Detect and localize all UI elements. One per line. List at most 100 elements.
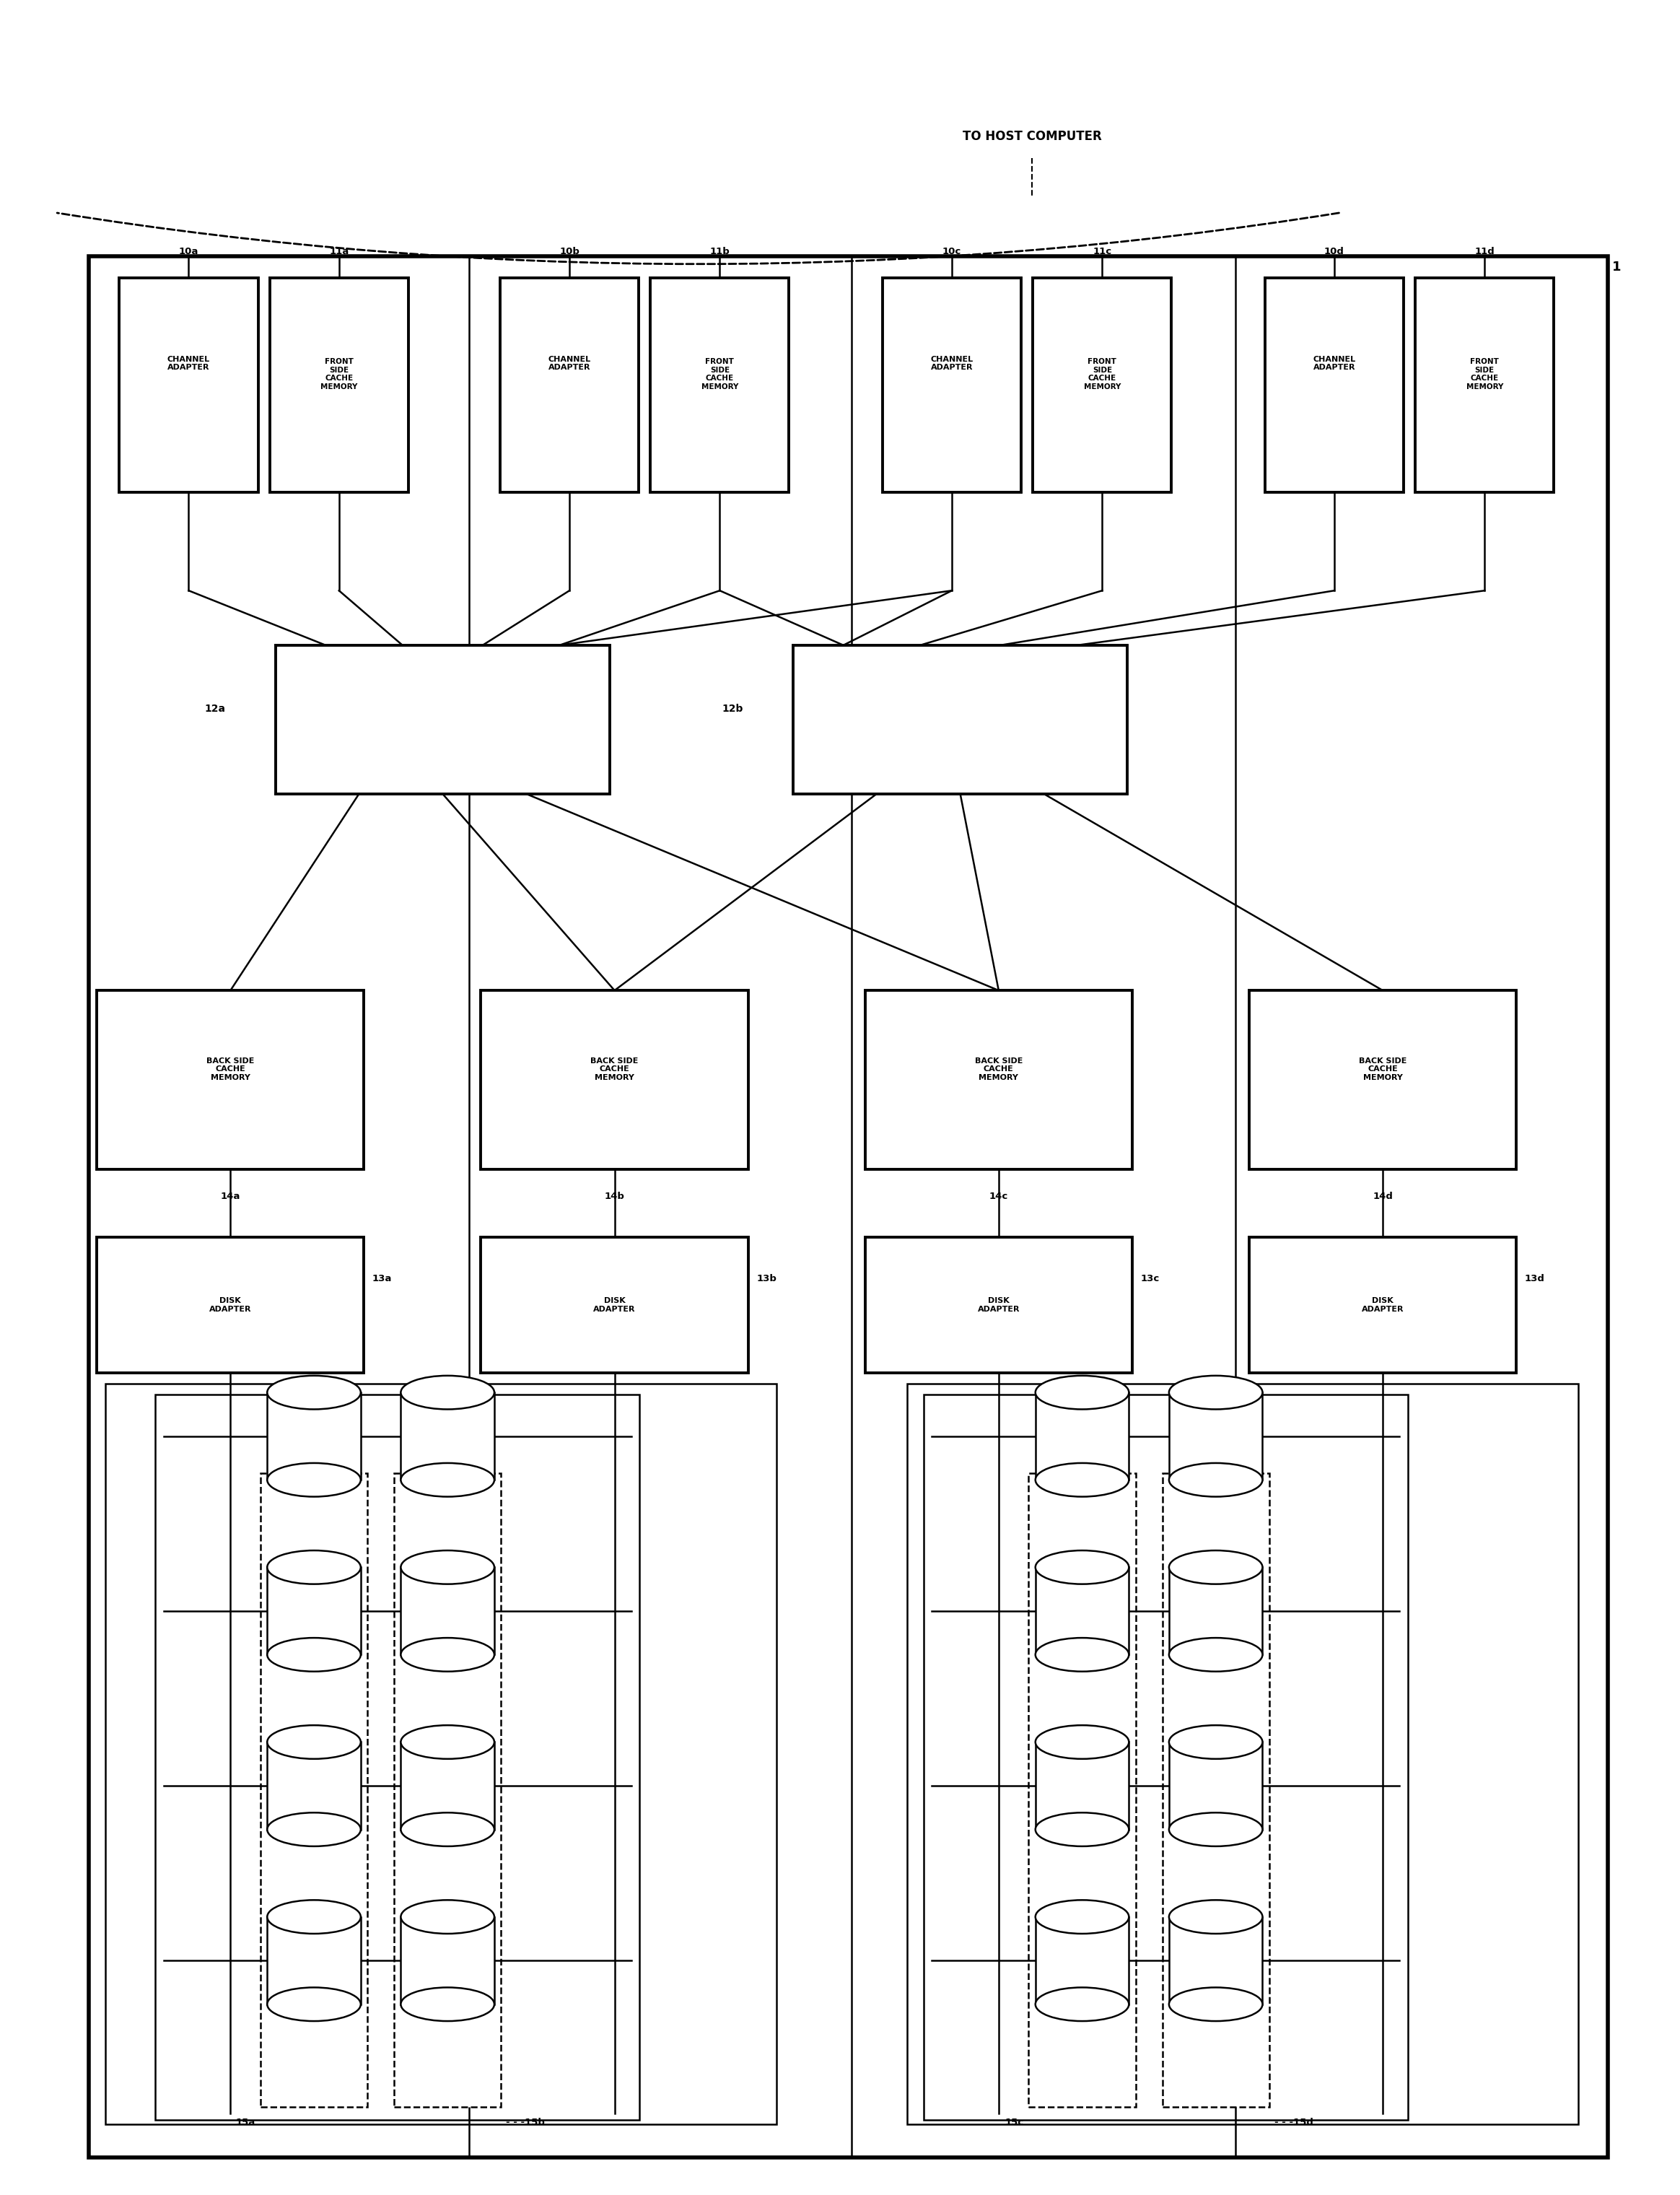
Text: 11a: 11a (329, 246, 349, 257)
Ellipse shape (402, 1637, 494, 1673)
Ellipse shape (1169, 1813, 1262, 1846)
Bar (480, 990, 748, 1170)
Text: BACK SIDE
CACHE
MEMORY: BACK SIDE CACHE MEMORY (591, 1058, 638, 1082)
Ellipse shape (1035, 1813, 1129, 1846)
Text: 12a: 12a (205, 705, 225, 713)
Text: 1: 1 (1613, 261, 1621, 274)
Bar (865, 1238, 1132, 1372)
Text: BACK SIDE
CACHE
MEMORY: BACK SIDE CACHE MEMORY (974, 1058, 1023, 1082)
Text: 14a: 14a (220, 1192, 240, 1201)
Text: 15a: 15a (235, 2118, 255, 2127)
Text: 13a: 13a (373, 1273, 391, 1284)
Ellipse shape (402, 1813, 494, 1846)
Bar (480, 1238, 748, 1372)
Ellipse shape (1169, 1901, 1262, 1934)
Ellipse shape (267, 1550, 361, 1585)
Ellipse shape (402, 1550, 494, 1585)
Text: FRONT
SIDE
CACHE
MEMORY: FRONT SIDE CACHE MEMORY (701, 358, 738, 391)
Text: 12b: 12b (722, 705, 743, 713)
Bar (1265, 279, 1403, 492)
Bar (1035, 1743, 1129, 1828)
Ellipse shape (267, 1986, 361, 2022)
Bar (924, 1394, 1408, 2120)
Text: 13b: 13b (756, 1273, 776, 1284)
Bar (1169, 1916, 1262, 2004)
Bar (1163, 1473, 1268, 2107)
Text: 13c: 13c (1141, 1273, 1159, 1284)
Text: 14c: 14c (990, 1192, 1008, 1201)
Ellipse shape (1169, 1986, 1262, 2022)
Bar (1035, 1567, 1129, 1655)
Text: TO HOST COMPUTER: TO HOST COMPUTER (963, 130, 1102, 143)
Bar (1033, 279, 1171, 492)
Ellipse shape (1169, 1464, 1262, 1497)
Bar (1035, 1916, 1129, 2004)
Ellipse shape (267, 1376, 361, 1409)
Ellipse shape (1035, 1550, 1129, 1585)
Ellipse shape (402, 1901, 494, 1934)
Text: 11d: 11d (1475, 246, 1495, 257)
Text: CHANNEL
ADAPTER: CHANNEL ADAPTER (548, 356, 591, 371)
Ellipse shape (267, 1464, 361, 1497)
Bar (106, 1383, 776, 2125)
Ellipse shape (267, 1813, 361, 1846)
Text: - - -15d: - - -15d (1273, 2118, 1314, 2127)
Bar (119, 279, 259, 492)
Text: 10b: 10b (559, 246, 580, 257)
Bar (97, 990, 365, 1170)
Ellipse shape (402, 1725, 494, 1758)
Bar (402, 1567, 494, 1655)
Ellipse shape (1169, 1637, 1262, 1673)
Text: CHANNEL
ADAPTER: CHANNEL ADAPTER (1314, 356, 1356, 371)
Ellipse shape (402, 1464, 494, 1497)
Bar (1035, 1392, 1129, 1479)
Ellipse shape (1169, 1550, 1262, 1585)
Text: 11c: 11c (1092, 246, 1112, 257)
Bar (1169, 1567, 1262, 1655)
Bar (1028, 1473, 1136, 2107)
Bar (501, 279, 638, 492)
Ellipse shape (1035, 1637, 1129, 1673)
Text: DISK
ADAPTER: DISK ADAPTER (210, 1297, 252, 1313)
Bar (267, 1743, 361, 1828)
Bar (650, 279, 790, 492)
Bar (1250, 990, 1517, 1170)
Text: 11b: 11b (709, 246, 729, 257)
Bar (89, 257, 1608, 2158)
Bar (865, 990, 1132, 1170)
Text: FRONT
SIDE
CACHE
MEMORY: FRONT SIDE CACHE MEMORY (1467, 358, 1504, 391)
Bar (276, 645, 610, 795)
Ellipse shape (1035, 1725, 1129, 1758)
Bar (1169, 1743, 1262, 1828)
Ellipse shape (1169, 1725, 1262, 1758)
Bar (270, 279, 408, 492)
Bar (907, 1383, 1578, 2125)
Ellipse shape (402, 1376, 494, 1409)
Ellipse shape (267, 1901, 361, 1934)
Text: DISK
ADAPTER: DISK ADAPTER (593, 1297, 635, 1313)
Bar (402, 1743, 494, 1828)
Text: 14b: 14b (605, 1192, 625, 1201)
Ellipse shape (1169, 1376, 1262, 1409)
Ellipse shape (267, 1725, 361, 1758)
Text: - - -15b: - - -15b (506, 2118, 544, 2127)
Text: DISK
ADAPTER: DISK ADAPTER (1361, 1297, 1404, 1313)
Ellipse shape (1035, 1376, 1129, 1409)
Bar (267, 1567, 361, 1655)
Bar (1415, 279, 1554, 492)
Bar (267, 1916, 361, 2004)
Text: BACK SIDE
CACHE
MEMORY: BACK SIDE CACHE MEMORY (207, 1058, 254, 1082)
Text: CHANNEL
ADAPTER: CHANNEL ADAPTER (931, 356, 973, 371)
Bar (260, 1473, 368, 2107)
Text: BACK SIDE
CACHE
MEMORY: BACK SIDE CACHE MEMORY (1359, 1058, 1406, 1082)
Ellipse shape (402, 1986, 494, 2022)
Text: DISK
ADAPTER: DISK ADAPTER (978, 1297, 1020, 1313)
Bar (402, 1392, 494, 1479)
Text: FRONT
SIDE
CACHE
MEMORY: FRONT SIDE CACHE MEMORY (321, 358, 358, 391)
Text: 14d: 14d (1373, 1192, 1393, 1201)
Bar (97, 1238, 365, 1372)
Bar (267, 1392, 361, 1479)
Text: CHANNEL
ADAPTER: CHANNEL ADAPTER (168, 356, 210, 371)
Text: 13d: 13d (1525, 1273, 1546, 1284)
Ellipse shape (1035, 1464, 1129, 1497)
